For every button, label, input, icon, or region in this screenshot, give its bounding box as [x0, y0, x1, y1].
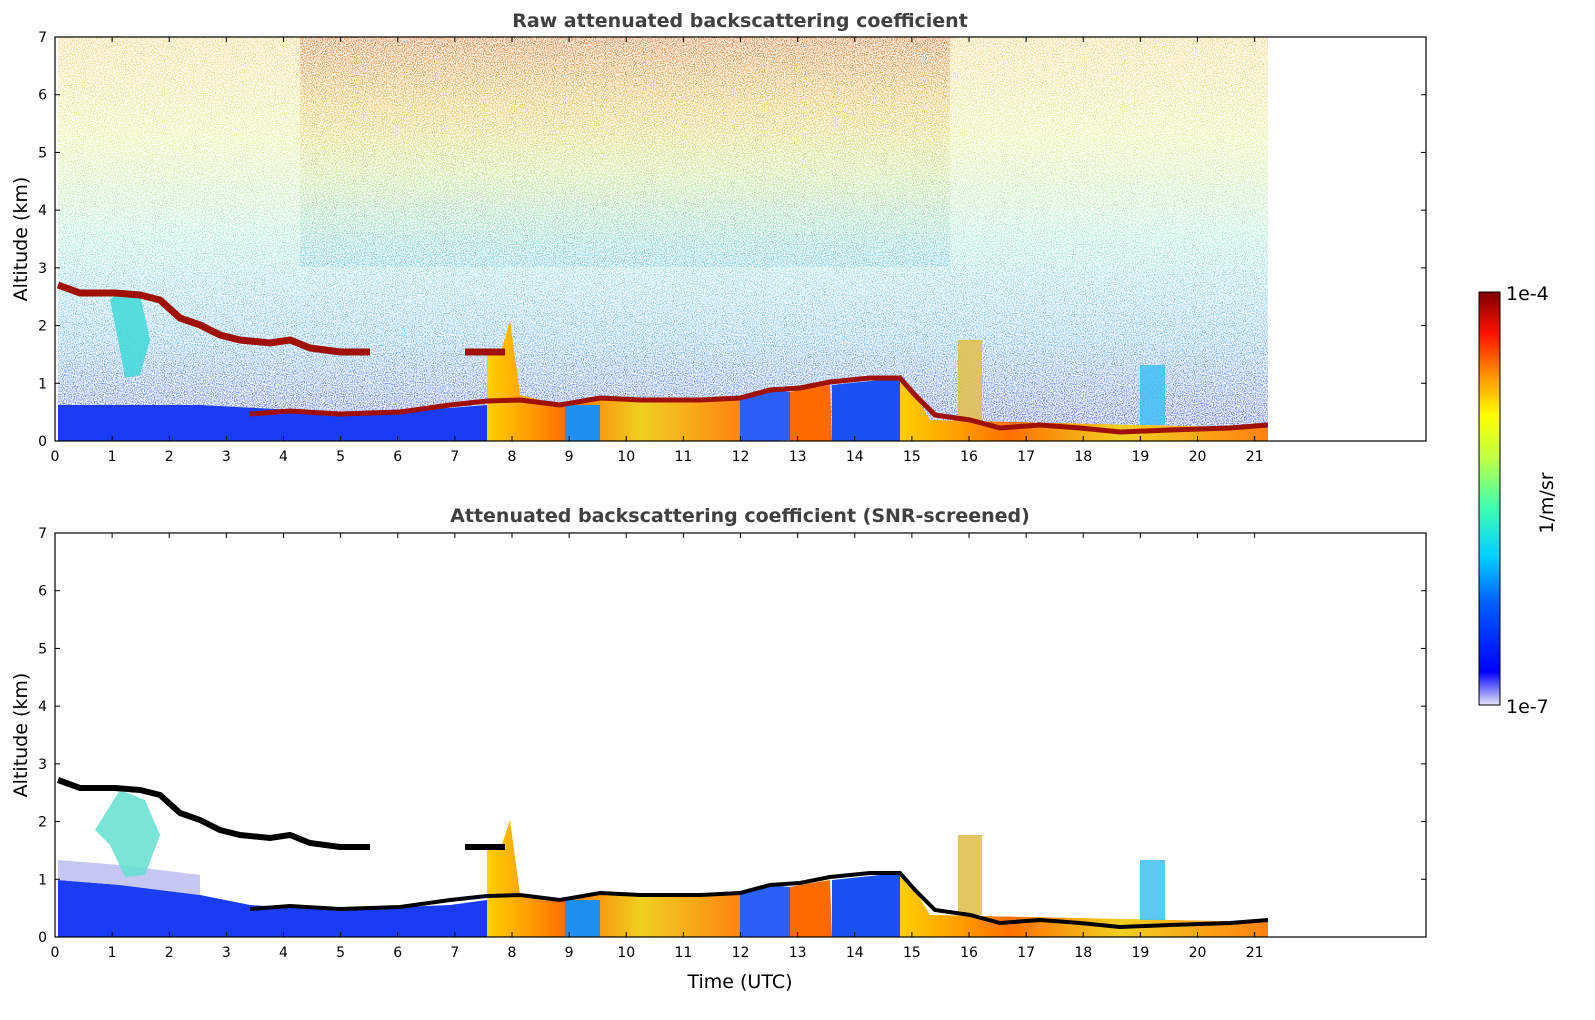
x-tick-label: 17 — [1017, 945, 1035, 961]
y-tick-label: 4 — [38, 699, 47, 715]
x-tick-label: 15 — [903, 449, 921, 465]
cloud-layer-line — [56, 281, 370, 356]
x-tick-label: 2 — [165, 945, 174, 961]
x-tick-label: 7 — [450, 449, 459, 465]
y-tick-label: 5 — [38, 145, 47, 161]
x-tick-label: 16 — [960, 945, 978, 961]
x-tick-label: 11 — [674, 449, 692, 465]
x-tick-label: 9 — [565, 945, 574, 961]
x-tick-label: 8 — [508, 945, 517, 961]
x-tick-label: 12 — [732, 945, 750, 961]
y-tick-label: 2 — [38, 815, 47, 831]
x-tick-label: 20 — [1189, 449, 1207, 465]
panel-raw: Raw attenuated backscattering coefficien… — [10, 10, 1427, 465]
x-tick-label: 18 — [1074, 945, 1092, 961]
y-tick-label: 7 — [38, 30, 47, 46]
pbl-colored-1 — [487, 320, 745, 441]
x-tick-label: 5 — [336, 945, 345, 961]
colorbar-min-label: 1e-7 — [1506, 696, 1549, 718]
plume-cyan — [95, 790, 160, 877]
noise-hot-field — [300, 37, 950, 267]
x-tick-label: 21 — [1246, 945, 1264, 961]
y-tick-label: 3 — [38, 261, 47, 277]
x-tick-label: 0 — [51, 945, 60, 961]
x-tick-label: 17 — [1017, 449, 1035, 465]
x-tick-label: 12 — [732, 449, 750, 465]
x-tick-label: 15 — [903, 945, 921, 961]
x-tick-label: 4 — [279, 449, 288, 465]
x-axis-label: Time (UTC) — [686, 971, 792, 993]
axes-frame — [54, 532, 1427, 938]
plume-19utc — [1140, 860, 1165, 920]
colorbar-max-label: 1e-4 — [1506, 283, 1549, 305]
y-tick-label: 6 — [38, 584, 47, 600]
x-tick-label: 1 — [108, 449, 117, 465]
y-tick-label: 6 — [38, 88, 47, 104]
x-tick-label: 13 — [789, 449, 807, 465]
colorbar-unit-label: 1/m/sr — [1536, 472, 1558, 533]
heatmap-screened — [56, 777, 1269, 937]
y-tick-label: 7 — [38, 526, 47, 542]
x-tick-label: 1 — [108, 945, 117, 961]
x-tick-label: 0 — [51, 449, 60, 465]
y-tick-label: 1 — [38, 872, 47, 888]
y-tick-label: 3 — [38, 757, 47, 773]
x-tick-label: 21 — [1246, 449, 1264, 465]
x-tick-label: 2 — [165, 449, 174, 465]
y-tick-label: 1 — [38, 376, 47, 392]
plume-16utc — [958, 835, 982, 915]
x-tick-label: 14 — [846, 449, 864, 465]
ticks: 0 1 2 3 4 5 6 7 8 9 10 11 12 13 14 15 16 17 18 19 20 21012345… — [38, 526, 1426, 961]
pbl-red-13 — [790, 880, 832, 937]
ticks: 0 1 2 3 4 5 6 7 8 9 10 11 12 13 14 15 16 17 18 19 20 21012345… — [38, 30, 1426, 465]
pbl-blue-14 — [832, 873, 915, 937]
x-tick-label: 5 — [336, 449, 345, 465]
x-tick-label: 6 — [393, 449, 402, 465]
heatmap-raw — [56, 37, 1269, 441]
x-tick-label: 3 — [222, 945, 231, 961]
x-tick-label: 7 — [450, 945, 459, 961]
y-axis-label: Altitude (km) — [10, 177, 32, 302]
pbl-colored-2 — [900, 873, 1268, 937]
x-tick-label: 18 — [1074, 449, 1092, 465]
y-tick-label: 0 — [38, 930, 47, 946]
x-tick-label: 3 — [222, 449, 231, 465]
panel-screened: Attenuated backscattering coefficient (S… — [10, 505, 1427, 993]
colorbar-scale — [1478, 291, 1501, 706]
pbl-colored-1 — [487, 820, 745, 937]
pbl-blue-strip-1 — [565, 900, 600, 937]
y-tick-label: 5 — [38, 641, 47, 657]
x-tick-label: 13 — [789, 945, 807, 961]
plume-cyan — [110, 290, 150, 378]
x-tick-label: 20 — [1189, 945, 1207, 961]
x-tick-label: 8 — [508, 449, 517, 465]
x-tick-label: 10 — [617, 945, 635, 961]
x-tick-label: 11 — [674, 945, 692, 961]
x-tick-label: 6 — [393, 945, 402, 961]
y-tick-label: 0 — [38, 434, 47, 450]
colorbar: 1e-4 1e-7 1/m/sr — [1478, 283, 1558, 718]
x-tick-label: 14 — [846, 945, 864, 961]
x-tick-label: 16 — [960, 449, 978, 465]
pbl-blue-strip-1 — [565, 405, 600, 441]
faint-aerosol — [58, 860, 200, 895]
x-tick-label: 19 — [1131, 449, 1149, 465]
y-tick-label: 2 — [38, 319, 47, 335]
x-tick-label: 4 — [279, 945, 288, 961]
pbl-top-line — [249, 375, 1269, 435]
x-tick-label: 19 — [1131, 945, 1149, 961]
plume-16utc — [958, 340, 982, 420]
panel-title: Raw attenuated backscattering coefficien… — [512, 10, 968, 32]
cloud-layer-line — [56, 777, 370, 850]
pbl-top-line — [249, 871, 1269, 930]
y-tick-label: 4 — [38, 203, 47, 219]
pbl-blue-14 — [832, 378, 915, 441]
x-tick-label: 9 — [565, 449, 574, 465]
x-tick-label: 10 — [617, 449, 635, 465]
panel-title: Attenuated backscattering coefficient (S… — [450, 505, 1030, 527]
y-axis-label: Altitude (km) — [10, 673, 32, 798]
pbl-red-13 — [790, 385, 832, 441]
plume-19utc — [1140, 365, 1165, 425]
